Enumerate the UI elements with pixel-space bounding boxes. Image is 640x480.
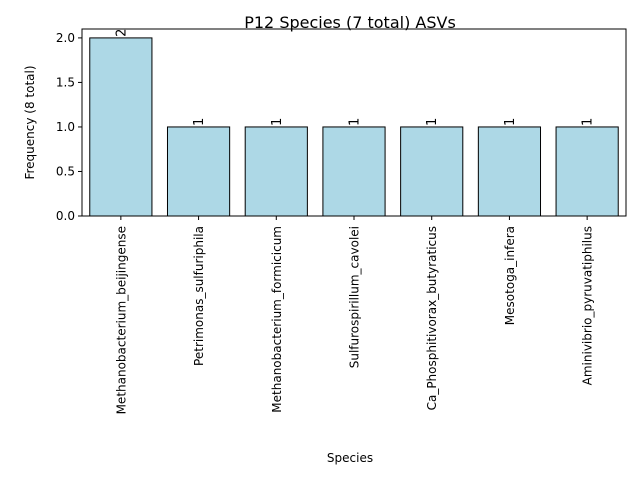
- x-tick-label: Petrimonas_sulfuriphila: [192, 226, 206, 366]
- bar-value-label: 1: [270, 118, 285, 126]
- chart-title: P12 Species (7 total) ASVs: [244, 13, 456, 32]
- y-tick-label: 0.5: [56, 164, 75, 178]
- bar: [89, 37, 153, 217]
- y-tick-label: 1.0: [56, 120, 75, 134]
- x-tick-label: Methanobacterium_beijingense: [114, 226, 128, 414]
- bar-value-label: 1: [192, 118, 207, 126]
- y-axis-label: Frequency (8 total): [23, 65, 37, 179]
- y-tick-label: 1.5: [56, 75, 75, 89]
- bar: [400, 126, 464, 217]
- bar: [477, 126, 542, 217]
- bar: [555, 126, 619, 217]
- x-tick-label: Methanobacterium_formicicum: [270, 226, 284, 413]
- bar-value-label: 1: [503, 118, 518, 126]
- bar: [166, 126, 231, 217]
- y-tick-label: 2.0: [56, 31, 75, 45]
- x-tick-label: Sulfurospirillum_cavolei: [348, 226, 362, 368]
- bar: [322, 126, 386, 217]
- x-tick-label: Mesotoga_infera: [503, 226, 517, 325]
- bar-value-label: 1: [425, 118, 440, 126]
- x-axis-label: Species: [327, 451, 373, 465]
- x-tick-label: Ca_Phosphitivorax_butyraticus: [425, 226, 439, 410]
- x-tick-label: Aminivibrio_pyruvatiphilus: [581, 226, 595, 385]
- bar-value-label: 2: [114, 29, 129, 37]
- y-tick-label: 0.0: [56, 209, 75, 223]
- axes-frame: [81, 28, 627, 217]
- bar: [244, 126, 308, 217]
- bar-value-label: 1: [348, 118, 363, 126]
- plot-area: 0.0 0.5 1.0 1.5 2.0 2 Methanobacterium_beijing…: [56, 29, 619, 414]
- bar-value-label: 1: [581, 118, 596, 126]
